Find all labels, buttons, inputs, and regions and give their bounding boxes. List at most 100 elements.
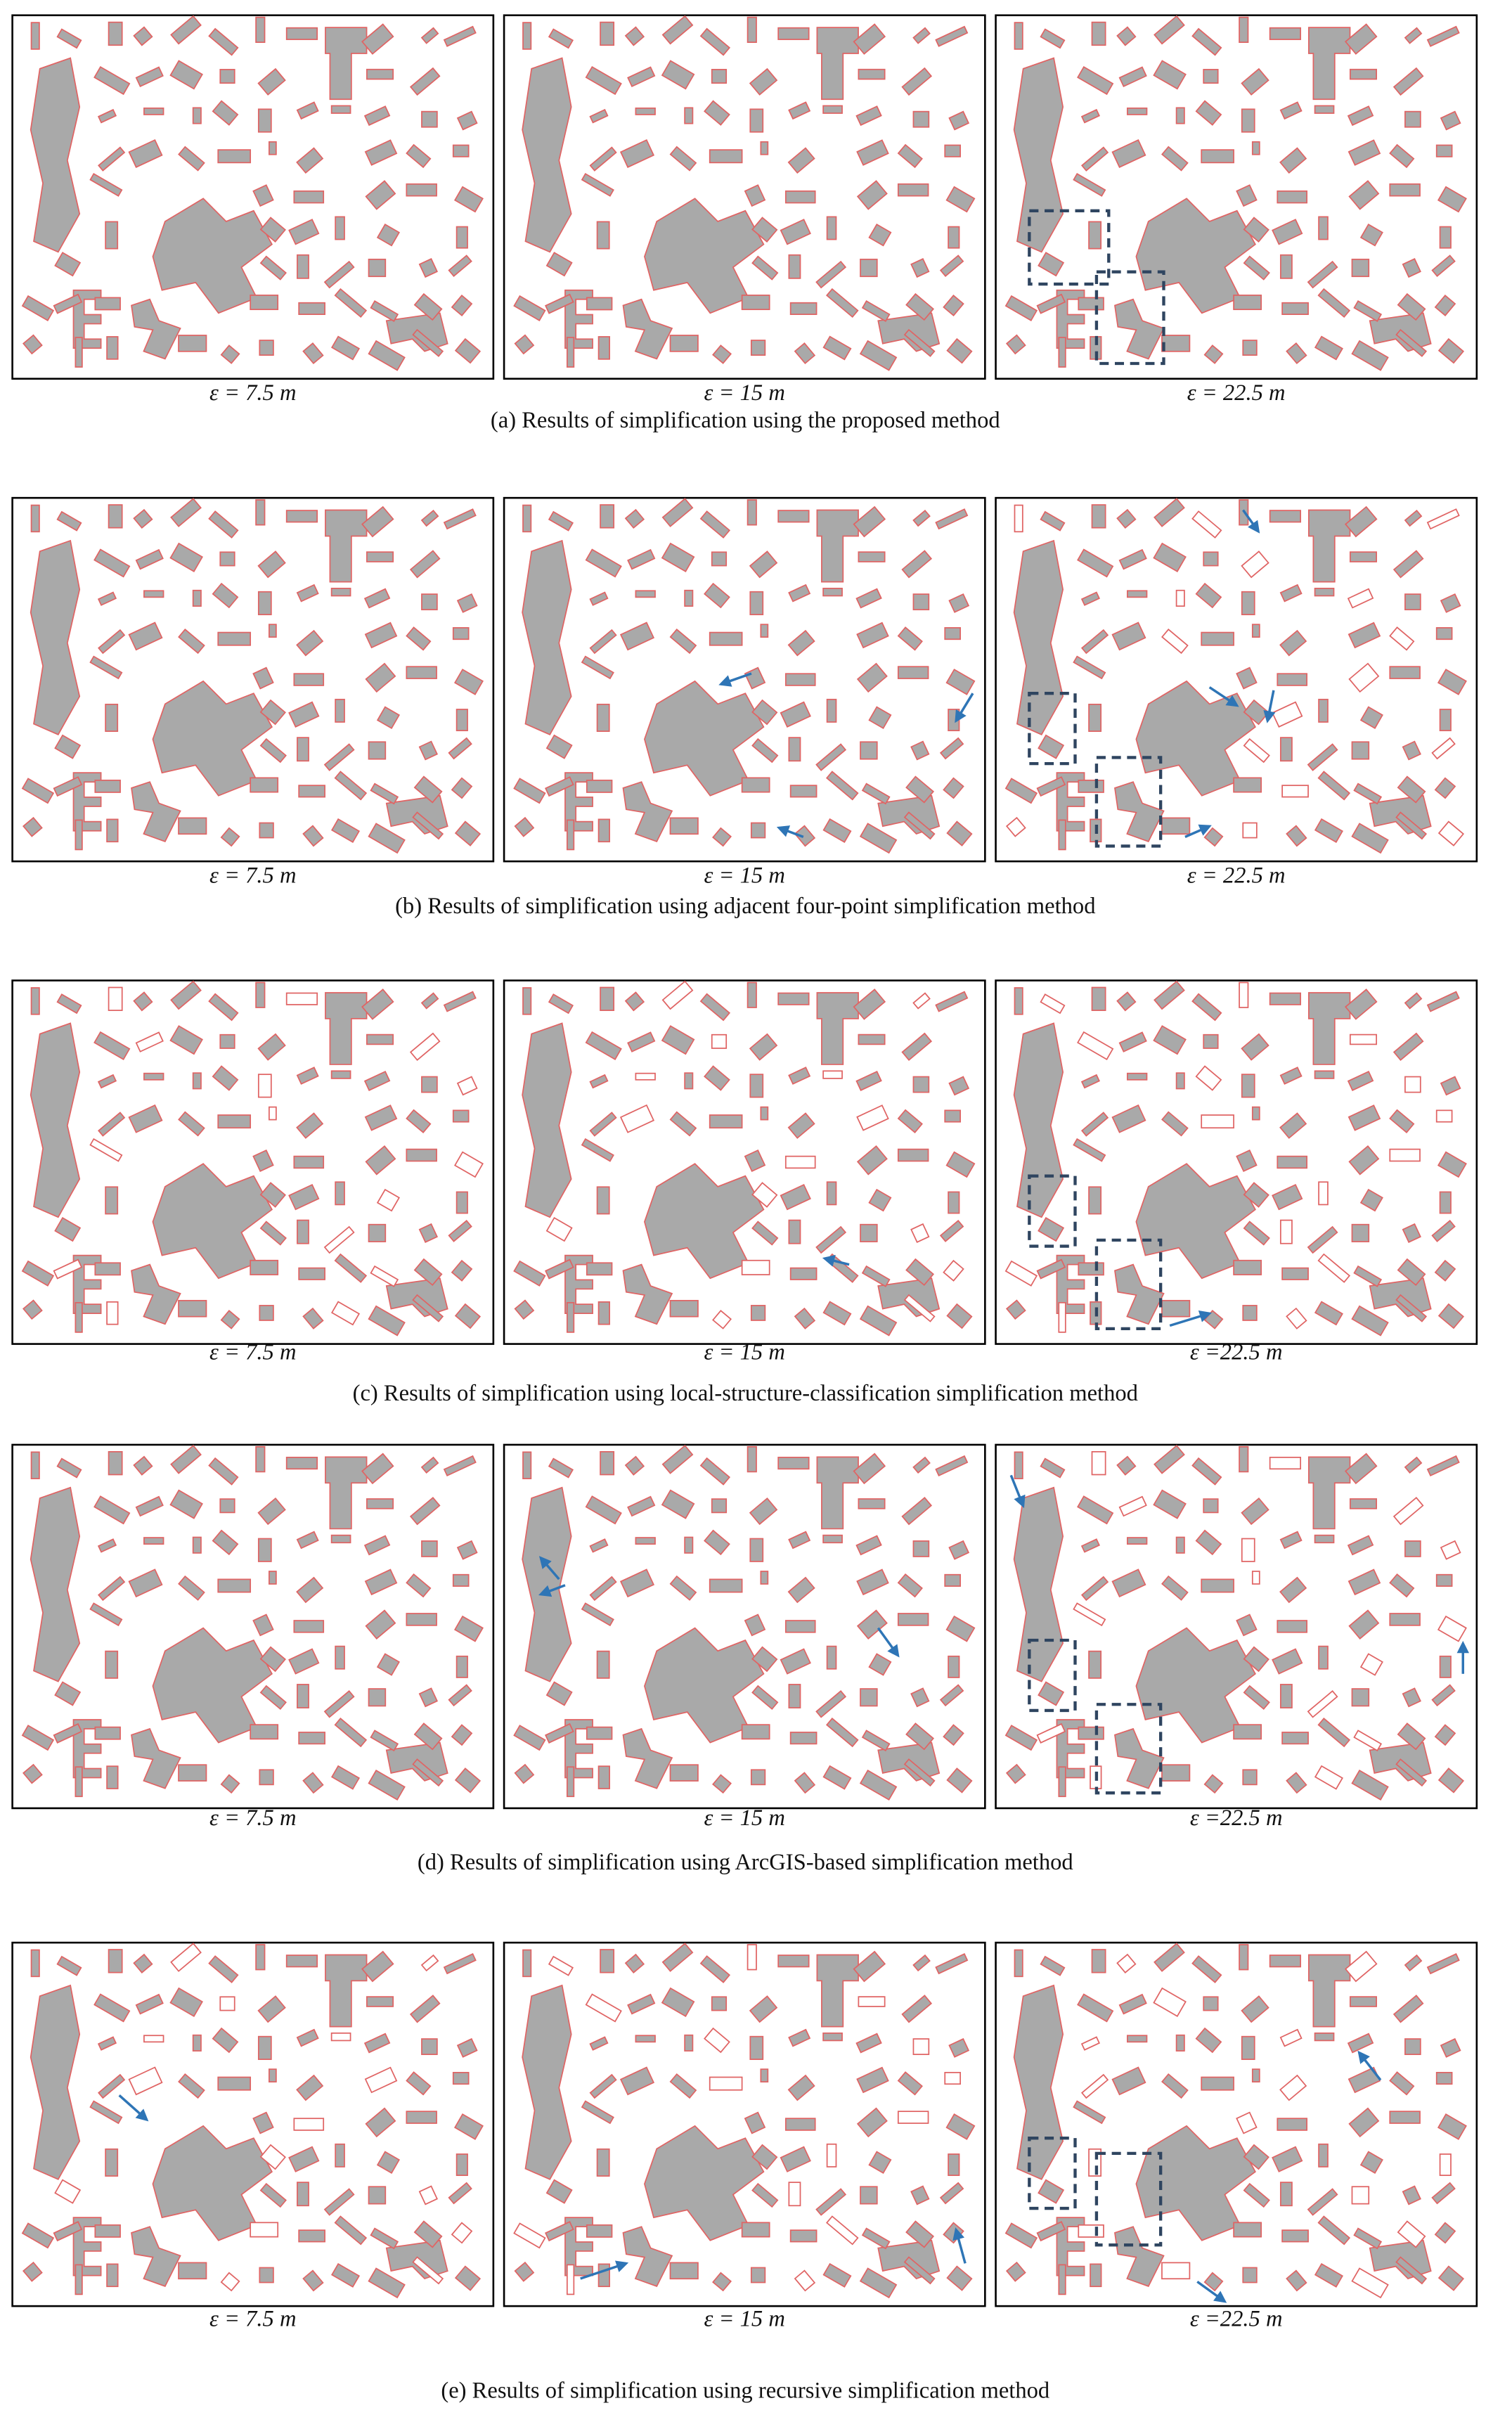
building: [860, 258, 878, 278]
building: [455, 1655, 468, 1678]
arrow: [1357, 2050, 1382, 2081]
building: [1004, 1260, 1038, 1287]
building: [252, 184, 274, 207]
building: [257, 1995, 286, 2023]
building: [789, 302, 818, 315]
building: [259, 738, 287, 764]
building: [368, 1223, 387, 1242]
building: [1135, 198, 1256, 314]
building: [1233, 1724, 1262, 1740]
building: [98, 2073, 126, 2099]
building: [365, 1145, 396, 1176]
building: [760, 2068, 769, 2082]
building: [53, 1722, 83, 1744]
panel-label: ε = 15 m: [704, 2306, 785, 2331]
building: [751, 2144, 778, 2170]
building: [1073, 2100, 1106, 2125]
building: [285, 510, 318, 523]
building: [1393, 1995, 1424, 2023]
building: [1402, 2185, 1421, 2205]
building: [1243, 738, 1270, 764]
building: [259, 1305, 274, 1321]
building: [1161, 1299, 1191, 1318]
building: [335, 1181, 345, 1206]
building: [143, 2035, 164, 2043]
building: [105, 703, 119, 732]
building: [135, 1993, 164, 2015]
building: [777, 510, 810, 523]
building: [513, 2222, 546, 2249]
building: [1437, 337, 1465, 364]
building: [751, 2182, 779, 2208]
building: [451, 2222, 473, 2244]
building: [589, 591, 609, 606]
building: [1318, 216, 1329, 240]
building: [89, 1602, 123, 1627]
building: [298, 785, 325, 798]
building: [178, 146, 205, 172]
building: [709, 1114, 743, 1129]
building: [777, 1457, 810, 1470]
building: [581, 655, 614, 680]
building: [1348, 180, 1380, 210]
building: [152, 680, 273, 797]
building: [712, 827, 732, 847]
building: [1154, 498, 1185, 527]
building: [1348, 662, 1380, 693]
building: [1191, 1457, 1222, 1486]
building: [452, 1573, 470, 1587]
building: [1005, 1763, 1026, 1784]
building: [259, 2182, 287, 2208]
building: [94, 2224, 121, 2238]
building: [522, 1949, 532, 1978]
building: [334, 2215, 368, 2246]
building: [1279, 1531, 1303, 1550]
building: [860, 1688, 878, 1707]
building: [259, 1646, 286, 1673]
building: [54, 734, 82, 759]
building: [152, 198, 273, 314]
building: [903, 2256, 936, 2285]
building: [946, 337, 973, 364]
building: [644, 1627, 765, 1744]
building: [1279, 1112, 1307, 1139]
building: [1114, 2226, 1165, 2287]
building: [1153, 542, 1187, 572]
building: [170, 15, 202, 45]
building: [1348, 1105, 1381, 1131]
building: [1013, 57, 1064, 253]
building: [192, 107, 202, 124]
building: [945, 2113, 976, 2140]
building: [1318, 1181, 1329, 1206]
building: [418, 1687, 439, 1708]
building: [1154, 15, 1185, 45]
building: [712, 2272, 732, 2292]
building: [325, 992, 368, 1065]
building: [935, 1455, 969, 1477]
building: [1118, 1993, 1147, 2015]
building: [30, 539, 81, 735]
building: [858, 68, 886, 80]
building: [1431, 737, 1456, 760]
building: [53, 776, 83, 797]
building: [1004, 295, 1038, 321]
building: [364, 2066, 398, 2094]
building: [826, 698, 837, 723]
building: [1153, 1489, 1187, 1519]
building: [366, 1033, 394, 1045]
building: [135, 548, 164, 570]
building: [259, 340, 274, 356]
building: [1439, 709, 1452, 732]
building: [589, 1576, 617, 1602]
building: [859, 1770, 898, 1801]
panel-label: ε = 7.5 m: [209, 1339, 297, 1365]
building: [1307, 992, 1351, 1065]
building: [514, 334, 535, 355]
building: [178, 1111, 205, 1137]
building: [1241, 108, 1255, 133]
building: [30, 1486, 81, 1682]
building: [910, 1687, 930, 1708]
row-caption: (b) Results of simplification using adja…: [395, 894, 1095, 919]
building: [108, 986, 123, 1011]
